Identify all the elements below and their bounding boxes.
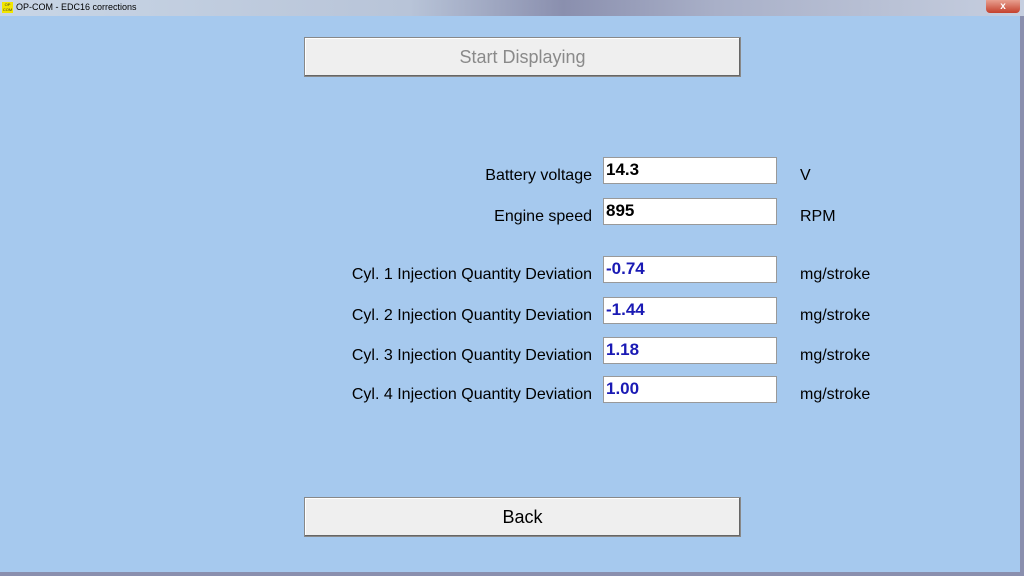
window-border [1020, 16, 1024, 576]
value-field[interactable]: 1.00 [603, 376, 777, 403]
value-field[interactable]: -1.44 [603, 297, 777, 324]
window-title: OP-COM - EDC16 corrections [16, 2, 137, 12]
row-label: Cyl. 2 Injection Quantity Deviation [351, 307, 592, 324]
value-field[interactable]: 895 [603, 198, 777, 225]
start-displaying-button[interactable]: Start Displaying [304, 37, 741, 77]
row-label: Cyl. 4 Injection Quantity Deviation [351, 386, 592, 403]
unit-label: mg/stroke [800, 266, 871, 283]
unit-label: RPM [800, 208, 836, 225]
unit-label: mg/stroke [800, 386, 871, 403]
row-label: Engine speed [494, 208, 592, 225]
row-label: Battery voltage [485, 167, 592, 184]
window-border-bottom [0, 572, 1024, 576]
row-label: Cyl. 3 Injection Quantity Deviation [351, 347, 592, 364]
value-field[interactable]: 14.3 [603, 157, 777, 184]
app-icon: OP COM [2, 2, 13, 13]
title-bar: OP COM OP-COM - EDC16 corrections x [0, 0, 1024, 16]
back-button[interactable]: Back [304, 497, 741, 537]
row-label: Cyl. 1 Injection Quantity Deviation [351, 266, 592, 283]
unit-label: V [800, 167, 811, 184]
value-field[interactable]: 1.18 [603, 337, 777, 364]
unit-label: mg/stroke [800, 307, 871, 324]
close-button[interactable]: x [986, 0, 1020, 13]
value-field[interactable]: -0.74 [603, 256, 777, 283]
unit-label: mg/stroke [800, 347, 871, 364]
